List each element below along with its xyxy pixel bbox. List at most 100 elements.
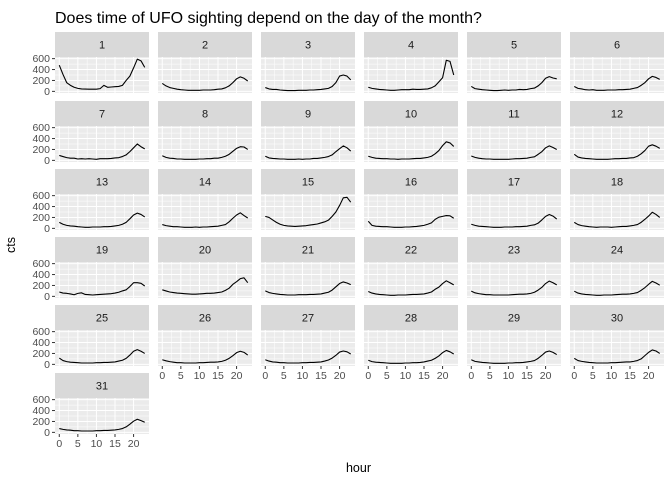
series-line-day-2 bbox=[161, 76, 249, 91]
x-tick-label: 5 bbox=[384, 370, 390, 382]
y-tick-label: 200 bbox=[32, 144, 50, 156]
series-line-day-7 bbox=[59, 143, 146, 160]
series-line-day-30 bbox=[573, 349, 661, 364]
facet-strip bbox=[261, 32, 355, 57]
y-tick-label: 200 bbox=[32, 280, 50, 292]
series-line-day-24 bbox=[574, 280, 661, 296]
facet-strip bbox=[55, 101, 149, 126]
x-axis-title: hour bbox=[346, 461, 371, 475]
facet-strip-label: 13 bbox=[96, 177, 108, 189]
facet-strip-label: 2 bbox=[202, 40, 208, 52]
x-tick-label: 10 bbox=[91, 438, 103, 450]
facet-strip bbox=[364, 169, 458, 194]
facet-panel-28: 28 0 5 10 15 20 bbox=[364, 305, 458, 382]
facet-strip-label: 7 bbox=[99, 109, 105, 121]
series-line-day-18 bbox=[573, 211, 661, 228]
facet-strip bbox=[467, 237, 561, 262]
x-tick-label: 0 bbox=[262, 370, 268, 382]
facet-strip-label: 31 bbox=[96, 381, 108, 393]
facet-strip bbox=[570, 169, 664, 194]
y-tick-label: 600 bbox=[32, 258, 50, 270]
y-tick-label: 600 bbox=[32, 394, 50, 406]
facet-strip-label: 12 bbox=[611, 109, 623, 121]
series-line-day-31 bbox=[59, 418, 145, 432]
x-tick-label: 15 bbox=[315, 370, 327, 382]
facet-panel-26: 26 0 5 10 15 20 bbox=[158, 305, 252, 382]
x-tick-label: 20 bbox=[231, 370, 243, 382]
y-tick-label: 0 bbox=[44, 155, 50, 167]
y-tick-label: 200 bbox=[32, 75, 50, 87]
facet-strip-label: 20 bbox=[199, 245, 211, 257]
facet-panel-17: 17 bbox=[467, 169, 561, 230]
facet-strip bbox=[261, 101, 355, 126]
x-tick-label: 20 bbox=[334, 370, 346, 382]
facet-strip-label: 28 bbox=[405, 313, 417, 325]
x-tick-label: 5 bbox=[281, 370, 287, 382]
y-tick-label: 400 bbox=[32, 64, 50, 76]
x-tick-label: 5 bbox=[178, 370, 184, 382]
x-tick-label: 15 bbox=[624, 370, 636, 382]
series-line-day-17 bbox=[471, 213, 558, 228]
y-tick-label: 200 bbox=[32, 212, 50, 224]
facet-panel-23: 23 bbox=[467, 237, 561, 298]
facet-panel-15: 15 bbox=[261, 169, 355, 230]
x-tick-label: 15 bbox=[418, 370, 430, 382]
series-line-day-4 bbox=[368, 59, 455, 91]
facet-panel-9: 9 bbox=[261, 101, 355, 162]
facet-panel-30: 30 0 5 10 15 20 bbox=[570, 305, 664, 382]
series-line-day-23 bbox=[471, 280, 558, 296]
facet-strip bbox=[467, 101, 561, 126]
facet-panel-20: 20 bbox=[158, 237, 252, 298]
facet-strip-label: 24 bbox=[611, 245, 623, 257]
x-tick-label: 10 bbox=[400, 370, 412, 382]
series-line-day-19 bbox=[59, 282, 146, 296]
x-tick-label: 10 bbox=[606, 370, 618, 382]
x-tick-label: 15 bbox=[521, 370, 533, 382]
y-tick-label: 0 bbox=[44, 291, 50, 303]
facet-strip bbox=[467, 305, 561, 330]
x-tick-label: 5 bbox=[75, 438, 81, 450]
y-tick-label: 400 bbox=[32, 201, 50, 213]
facet-panel-6: 6 bbox=[570, 32, 664, 93]
x-tick-label: 10 bbox=[194, 370, 206, 382]
facet-panel-11: 11 bbox=[467, 101, 561, 162]
facet-strip bbox=[570, 101, 664, 126]
y-tick-label: 400 bbox=[32, 269, 50, 281]
facet-strip-label: 18 bbox=[611, 177, 623, 189]
facet-panel-8: 8 bbox=[158, 101, 252, 162]
facet-strip-label: 1 bbox=[99, 40, 105, 52]
facet-strip bbox=[364, 101, 458, 126]
facet-strip bbox=[261, 169, 355, 194]
y-tick-label: 600 bbox=[32, 326, 50, 338]
series-line-day-25 bbox=[58, 349, 146, 364]
series-line-day-28 bbox=[368, 349, 455, 364]
facet-strip-label: 26 bbox=[199, 313, 211, 325]
facet-strip-label: 8 bbox=[202, 109, 208, 121]
chart-title: Does time of UFO sighting depend on the … bbox=[55, 10, 482, 27]
x-tick-label: 0 bbox=[365, 370, 371, 382]
facet-strip bbox=[158, 101, 252, 126]
x-tick-label: 0 bbox=[159, 370, 165, 382]
facet-strip bbox=[467, 32, 561, 57]
series-line-day-26 bbox=[162, 350, 249, 364]
facet-strip bbox=[55, 169, 149, 194]
facet-strip-label: 19 bbox=[96, 245, 108, 257]
facet-strip-label: 10 bbox=[405, 109, 417, 121]
series-line-day-12 bbox=[573, 144, 661, 160]
facet-strip-label: 22 bbox=[405, 245, 417, 257]
facet-strip bbox=[55, 305, 149, 330]
facet-panel-29: 29 0 5 10 15 20 bbox=[467, 305, 561, 382]
facet-strip bbox=[261, 237, 355, 262]
x-tick-label: 20 bbox=[437, 370, 449, 382]
facet-strip-label: 11 bbox=[508, 109, 519, 121]
facet-panel-4: 4 bbox=[364, 32, 458, 93]
series-line-day-11 bbox=[471, 145, 557, 160]
facet-strip bbox=[570, 32, 664, 57]
facet-panel-2: 2 bbox=[158, 32, 252, 93]
facet-strip bbox=[467, 169, 561, 194]
facet-panel-24: 24 bbox=[570, 237, 664, 298]
